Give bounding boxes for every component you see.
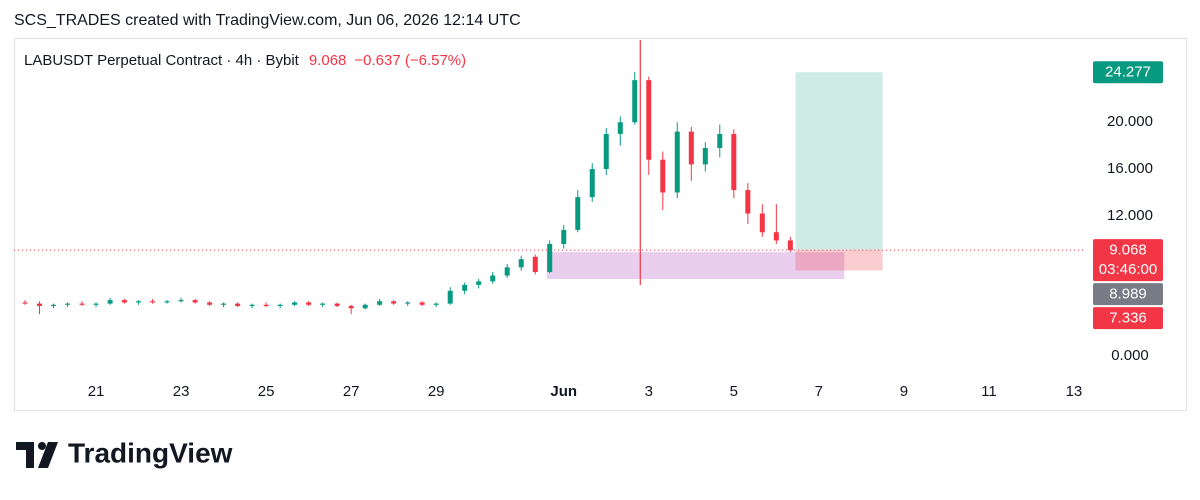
candle-body [405, 302, 411, 304]
candle-body [646, 80, 652, 160]
y-tick-label: 12.000 [1107, 207, 1153, 224]
candle-body [688, 131, 694, 165]
candle-body [93, 303, 99, 305]
x-tick-label: 29 [428, 383, 445, 400]
header-text: SCS_TRADES created with TradingView.com,… [14, 12, 521, 29]
candle-body [122, 300, 128, 303]
candle-body [787, 240, 793, 251]
y-tick-label: 20.000 [1107, 113, 1153, 130]
candle-body [717, 133, 723, 148]
candle-body [263, 304, 269, 306]
candle-body [178, 300, 184, 302]
chart-panel [14, 38, 1187, 411]
candle-body [348, 305, 354, 309]
candle-body [462, 284, 468, 291]
candle-body [617, 122, 623, 134]
candle-body [306, 302, 312, 305]
candle-body [575, 197, 581, 230]
x-tick-label: 25 [258, 383, 275, 400]
candle-body [433, 303, 439, 305]
x-tick-label: 27 [343, 383, 360, 400]
x-tick-label: 13 [1066, 383, 1083, 400]
x-tick-label: 3 [645, 383, 653, 400]
candle-body [773, 232, 779, 241]
candle-body [419, 302, 425, 305]
candle-body [207, 302, 213, 305]
candle-body [164, 301, 170, 303]
stop-zone [795, 250, 883, 271]
candle-body [391, 301, 397, 304]
candle-body [51, 304, 57, 306]
zone-box [546, 252, 845, 280]
candle-body [22, 302, 28, 304]
candle-body [702, 147, 708, 165]
candle-body [249, 304, 255, 306]
x-tick-label: 7 [815, 383, 823, 400]
target-zone [795, 72, 883, 251]
candle-body [192, 300, 198, 303]
price-label-box [1093, 307, 1163, 330]
price-label-box [1093, 239, 1163, 282]
candle-body [65, 303, 71, 305]
logo-mark [38, 442, 46, 450]
candle-body [660, 159, 666, 193]
candle-body [532, 256, 538, 273]
x-tick-label: Jun [550, 383, 577, 400]
candle-body [150, 301, 156, 303]
candle-body [674, 131, 680, 193]
countdown-label: 03:46:00 [1099, 261, 1157, 278]
price-label: 7.336 [1109, 310, 1147, 327]
candle-body [632, 80, 638, 123]
legend-change: −0.637 (−6.57%) [354, 52, 466, 69]
tradingview-logo: TradingView [16, 437, 233, 468]
candle-body [561, 229, 567, 244]
price-label: 8.989 [1109, 286, 1147, 303]
price-label: 9.068 [1109, 242, 1147, 259]
brand: TradingView [68, 437, 233, 468]
candle-body [603, 133, 609, 170]
candle-body [518, 259, 524, 268]
candle-body [547, 243, 553, 273]
x-tick-label: 9 [900, 383, 908, 400]
candle-body [589, 169, 595, 198]
candle-body [334, 303, 340, 306]
price-label-box [1093, 283, 1163, 306]
legend-price: 9.068 [309, 52, 347, 69]
x-tick-label: 11 [981, 383, 997, 400]
candle-body [745, 190, 751, 214]
candle-body [447, 290, 453, 304]
candle-body [759, 213, 765, 233]
candle-body [362, 304, 368, 309]
x-tick-label: 21 [88, 383, 105, 400]
legend-symbol: LABUSDT Perpetual Contract · 4h · Bybit [24, 52, 300, 69]
plot-area [14, 40, 1085, 315]
y-tick-label: 16.000 [1107, 160, 1153, 177]
candle-body [504, 267, 510, 276]
candle-body [107, 300, 113, 304]
candle-body [136, 301, 142, 303]
logo-mark [38, 442, 58, 468]
logo-mark [16, 442, 34, 468]
candle-body [476, 281, 482, 285]
candle-body [221, 303, 227, 305]
y-tick-label: 0.000 [1111, 347, 1149, 364]
price-label-box [1093, 61, 1163, 84]
candle-body [490, 275, 496, 282]
candle-body [377, 301, 383, 305]
candle-body [292, 302, 298, 305]
candle-body [731, 133, 737, 191]
candle-body [79, 303, 85, 305]
x-tick-label: 5 [730, 383, 738, 400]
candle-body [320, 303, 326, 305]
price-label: 24.277 [1105, 64, 1151, 81]
candle-body [235, 303, 241, 306]
x-tick-label: 23 [173, 383, 190, 400]
candle-body [37, 303, 43, 306]
candle-body [277, 304, 283, 306]
